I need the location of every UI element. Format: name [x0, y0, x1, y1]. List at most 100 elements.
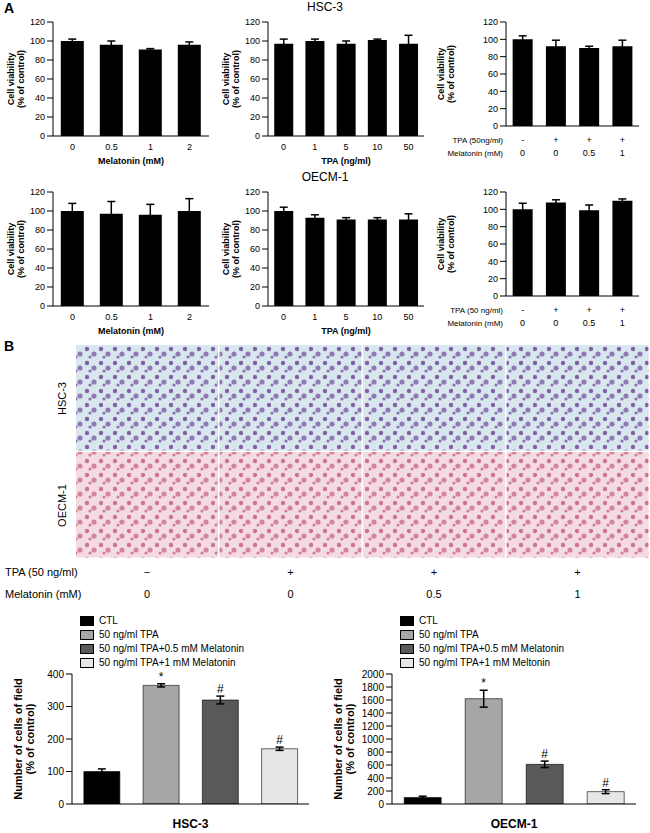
- svg-text:#: #: [602, 776, 609, 790]
- svg-text:Cell viability: Cell viability: [8, 223, 16, 276]
- svg-text:60: 60: [250, 74, 260, 84]
- svg-text:100: 100: [483, 205, 498, 215]
- svg-text:0.5: 0.5: [105, 312, 118, 322]
- svg-text:1: 1: [312, 142, 317, 152]
- svg-text:100: 100: [30, 36, 45, 46]
- svg-text:TPA (ng/ml): TPA (ng/ml): [321, 326, 371, 336]
- svg-text:1: 1: [620, 318, 625, 328]
- svg-text:(% of control): (% of control): [16, 220, 26, 278]
- svg-text:0.5: 0.5: [583, 318, 596, 328]
- svg-text:+: +: [586, 135, 591, 145]
- svg-text:60: 60: [35, 244, 45, 254]
- svg-text:OECM-1: OECM-1: [491, 817, 538, 830]
- svg-text:(% of control): (% of control): [24, 703, 36, 774]
- svg-text:400: 400: [367, 773, 384, 784]
- svg-text:#: #: [217, 682, 224, 696]
- svg-text:20: 20: [35, 282, 45, 292]
- svg-text:+: +: [553, 305, 558, 315]
- svg-text:1400: 1400: [362, 708, 385, 719]
- svg-text:80: 80: [250, 225, 260, 235]
- svg-text:80: 80: [35, 225, 45, 235]
- svg-text:120: 120: [245, 187, 260, 197]
- svg-text:TPA (ng/ml): TPA (ng/ml): [321, 156, 371, 166]
- svg-text:20: 20: [488, 104, 498, 114]
- svg-text:OECM-1: OECM-1: [56, 484, 68, 527]
- svg-text:100: 100: [245, 36, 260, 46]
- svg-text:TPA (50ng/ml): TPA (50ng/ml): [452, 136, 503, 145]
- svg-text:20: 20: [35, 112, 45, 122]
- svg-text:200: 200: [47, 734, 64, 745]
- svg-text:+: +: [620, 135, 625, 145]
- svg-text:Melatonin (mM): Melatonin (mM): [447, 149, 503, 158]
- svg-text:Cell viability: Cell viability: [8, 53, 16, 106]
- svg-text:(% of control): (% of control): [231, 50, 241, 108]
- svg-text:(% of control): (% of control): [344, 703, 356, 774]
- svg-text:10: 10: [372, 312, 382, 322]
- svg-text:1: 1: [148, 142, 153, 152]
- svg-text:60: 60: [35, 74, 45, 84]
- svg-text:2: 2: [187, 312, 192, 322]
- svg-text:Number of cells of field: Number of cells of field: [12, 678, 24, 800]
- svg-text:40: 40: [250, 263, 260, 273]
- svg-text:20: 20: [250, 282, 260, 292]
- svg-text:0: 0: [70, 142, 75, 152]
- svg-text:120: 120: [30, 187, 45, 197]
- svg-text:120: 120: [30, 17, 45, 27]
- svg-text:80: 80: [488, 52, 498, 62]
- svg-text:600: 600: [367, 760, 384, 771]
- svg-text:0.5: 0.5: [105, 142, 118, 152]
- svg-text:#: #: [276, 733, 283, 747]
- svg-text:60: 60: [488, 239, 498, 249]
- svg-text:400: 400: [47, 669, 64, 680]
- svg-text:40: 40: [250, 93, 260, 103]
- svg-text:0: 0: [493, 291, 498, 301]
- svg-text:80: 80: [250, 55, 260, 65]
- svg-text:0: 0: [493, 121, 498, 131]
- svg-text:2: 2: [187, 142, 192, 152]
- svg-text:0: 0: [70, 312, 75, 322]
- svg-text:+: +: [620, 305, 625, 315]
- svg-text:40: 40: [35, 93, 45, 103]
- svg-text:0: 0: [40, 301, 45, 311]
- svg-text:50: 50: [403, 142, 413, 152]
- svg-text:800: 800: [367, 747, 384, 758]
- svg-text:-: -: [521, 135, 524, 145]
- svg-text:0: 0: [58, 799, 64, 810]
- svg-text:Cell viability: Cell viability: [221, 223, 231, 276]
- svg-text:0.5: 0.5: [583, 148, 596, 158]
- svg-text:0: 0: [281, 142, 286, 152]
- svg-text:(% of control): (% of control): [446, 215, 456, 273]
- svg-text:300: 300: [47, 701, 64, 712]
- svg-text:1: 1: [312, 312, 317, 322]
- svg-text:40: 40: [488, 257, 498, 267]
- svg-text:0: 0: [255, 131, 260, 141]
- svg-text:100: 100: [47, 766, 64, 777]
- svg-text:40: 40: [488, 87, 498, 97]
- svg-text:1600: 1600: [362, 695, 385, 706]
- svg-text:40: 40: [35, 263, 45, 273]
- svg-text:TPA (50 ng/ml): TPA (50 ng/ml): [450, 306, 503, 315]
- svg-text:Cell viability: Cell viability: [436, 218, 446, 271]
- svg-text:0: 0: [281, 312, 286, 322]
- svg-text:Cell viability: Cell viability: [436, 48, 446, 101]
- svg-text:HSC-3: HSC-3: [172, 817, 208, 830]
- svg-text:120: 120: [483, 187, 498, 197]
- svg-text:Melatonin (mM): Melatonin (mM): [447, 319, 503, 328]
- svg-text:0: 0: [40, 131, 45, 141]
- svg-text:0: 0: [378, 799, 384, 810]
- svg-text:1: 1: [620, 148, 625, 158]
- svg-text:Melatonin (mM): Melatonin (mM): [98, 156, 164, 166]
- svg-text:Melatonin (mM): Melatonin (mM): [98, 326, 164, 336]
- svg-text:(% of control): (% of control): [446, 45, 456, 103]
- svg-text:1000: 1000: [362, 734, 385, 745]
- svg-text:+: +: [553, 135, 558, 145]
- svg-text:(% of control): (% of control): [231, 220, 241, 278]
- svg-text:1800: 1800: [362, 682, 385, 693]
- svg-text:20: 20: [250, 112, 260, 122]
- svg-text:1200: 1200: [362, 721, 385, 732]
- svg-text:20: 20: [488, 274, 498, 284]
- svg-text:+: +: [586, 305, 591, 315]
- svg-text:100: 100: [483, 35, 498, 45]
- svg-text:120: 120: [245, 17, 260, 27]
- svg-text:Number of cells of field: Number of cells of field: [332, 678, 344, 800]
